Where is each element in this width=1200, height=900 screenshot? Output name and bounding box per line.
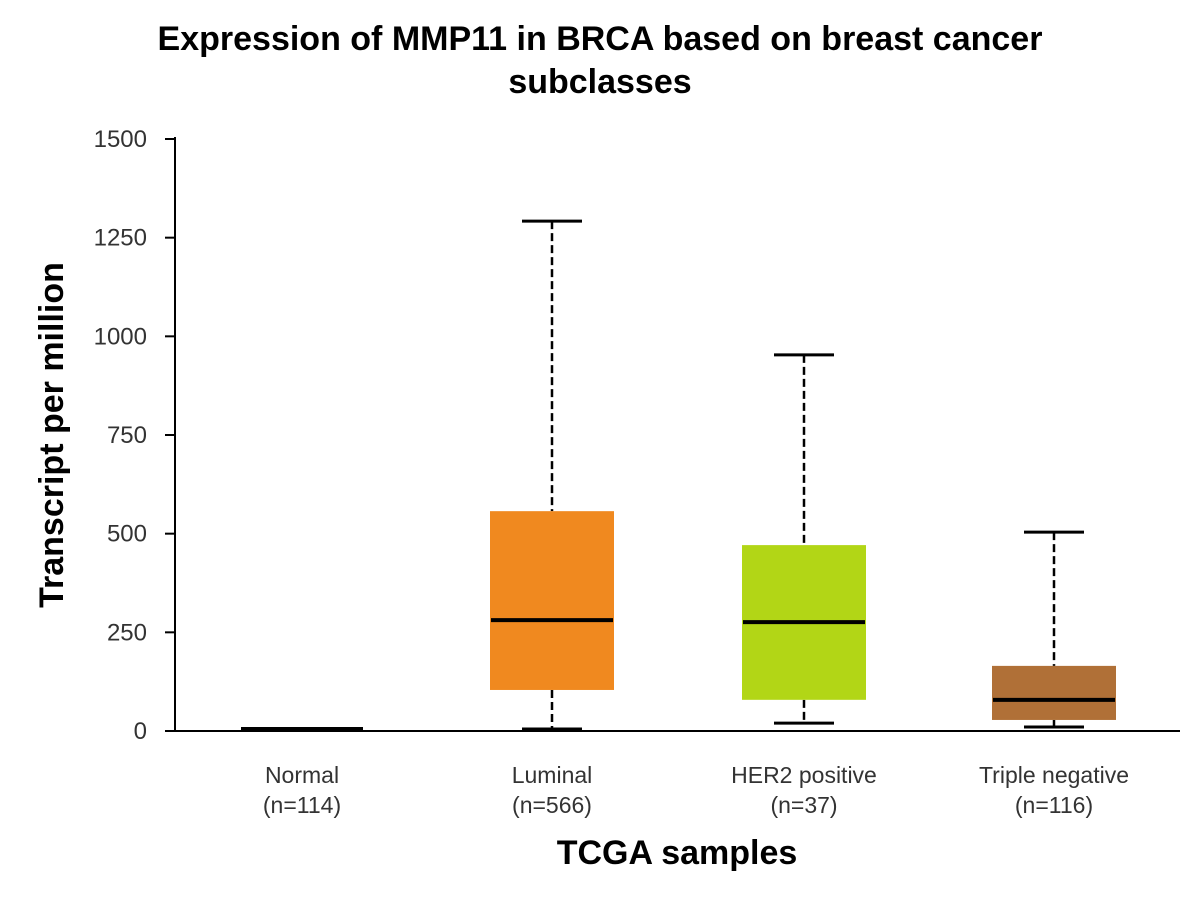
box-body [992, 665, 1116, 720]
box-body [490, 511, 614, 690]
box-normal [241, 727, 363, 732]
x-tick-label: Normal [265, 762, 339, 788]
x-tick-label: Luminal [512, 762, 593, 788]
x-tick-label: HER2 positive [731, 762, 877, 788]
box-triple-negative [992, 530, 1116, 729]
y-tick-label: 0 [134, 718, 147, 745]
chart-title-line-2: subclasses [508, 63, 691, 101]
y-tick-label: 1500 [94, 126, 147, 153]
x-axis-title: TCGA samples [557, 834, 798, 872]
boxes-group [241, 219, 1116, 732]
y-tick-label: 250 [107, 619, 147, 646]
x-tick-sample-count: (n=566) [512, 792, 592, 818]
y-axis-title: Transcript per million [33, 262, 71, 608]
x-tick-label: Triple negative [979, 762, 1129, 788]
y-tick-label: 500 [107, 521, 147, 548]
category-labels: Normal (n=114) Luminal (n=566) HER2 positive… [263, 762, 1129, 818]
box-luminal [490, 219, 614, 731]
box-her2-positive [742, 353, 866, 725]
x-tick-sample-count: (n=116) [1015, 792, 1093, 818]
x-tick-sample-count: (n=114) [263, 792, 341, 818]
y-tick-label: 1000 [94, 323, 147, 350]
x-tick-sample-count: (n=37) [770, 792, 837, 818]
chart-title-line-1: Expression of MMP11 in BRCA based on bre… [158, 20, 1043, 58]
y-tick-label: 1250 [94, 225, 147, 252]
y-tick-label: 750 [107, 422, 147, 449]
y-axis: 0 250 500 750 1000 1250 1500 [94, 126, 176, 745]
